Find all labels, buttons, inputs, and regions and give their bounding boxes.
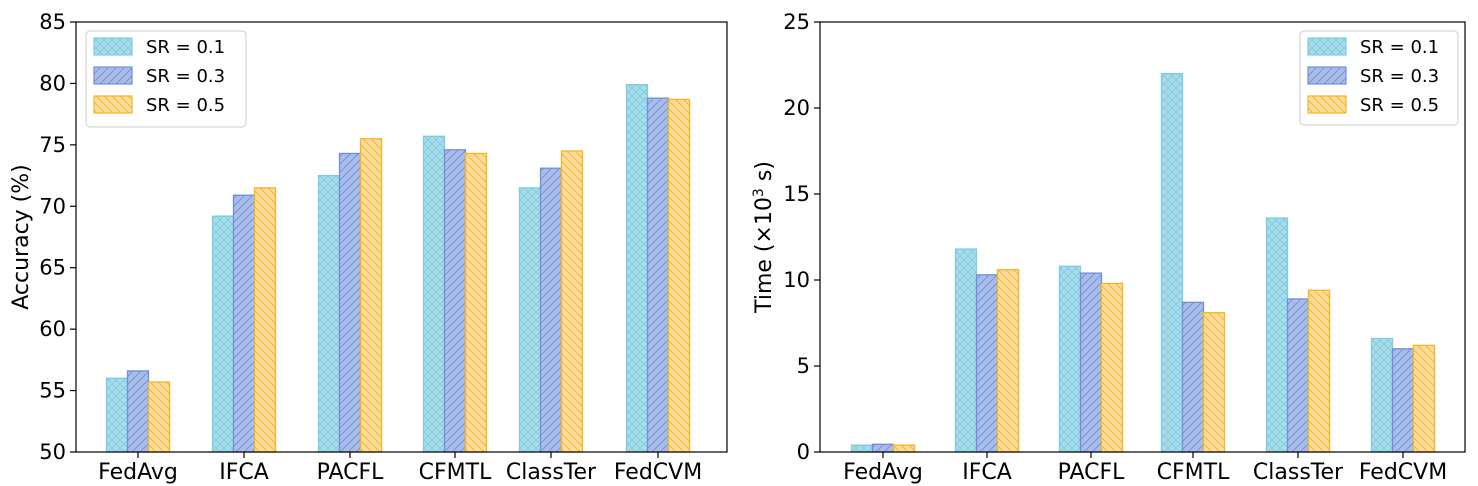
accuracy-x-tick-label-ifca: IFCA xyxy=(219,460,269,485)
accuracy-bar-classter-series-1 xyxy=(518,187,542,453)
time-bar-cfmtl-series-2 xyxy=(1181,301,1205,453)
time-y-axis-label-main: Time (×10 xyxy=(752,197,777,314)
accuracy-x-ticks: FedAvg IFCA PACFL CFMTL ClassTer FedCVM xyxy=(98,452,702,485)
time-y-tick-label: 25 xyxy=(783,10,810,34)
accuracy-bar-cfmtl-series-1 xyxy=(422,135,446,453)
accuracy-bar-ifca-series-3 xyxy=(253,187,277,453)
accuracy-y-tick-label: 50 xyxy=(39,440,66,464)
accuracy-bar-fedavg-series-1 xyxy=(105,377,129,453)
time-bar-pacfl-series-1 xyxy=(1058,265,1082,453)
accuracy-legend-swatch-2 xyxy=(93,66,133,85)
time-bar-pacfl-series-3 xyxy=(1100,282,1124,453)
accuracy-y-tick-label: 85 xyxy=(39,10,66,34)
time-x-tick-label-fedavg: FedAvg xyxy=(843,460,923,485)
time-x-tick-label-pacfl: PACFL xyxy=(1058,460,1126,485)
time-bar-fedavg-series-1 xyxy=(850,444,874,453)
time-bar-ifca-series-3 xyxy=(996,269,1020,453)
time-bars xyxy=(850,72,1436,453)
accuracy-bar-ifca-series-2 xyxy=(232,194,256,453)
accuracy-bar-classter-series-3 xyxy=(560,150,584,453)
accuracy-legend-label-3: SR = 0.5 xyxy=(146,95,225,116)
time-legend-swatch-2 xyxy=(1307,66,1347,85)
time-plot-frame xyxy=(819,21,1466,453)
accuracy-chart: 50 55 60 65 70 75 80 85 FedAvg IFCA PACFL CFMTL Cla… xyxy=(9,10,728,485)
accuracy-bar-fedcvm-series-3 xyxy=(667,98,691,453)
accuracy-bars xyxy=(105,84,691,453)
time-y-tick-label: 0 xyxy=(797,440,810,464)
accuracy-bar-fedavg-series-2 xyxy=(126,370,150,453)
time-bar-classter-series-2 xyxy=(1286,298,1310,453)
time-y-axis-label-end: s) xyxy=(752,161,777,188)
time-x-tick-label-cfmtl: CFMTL xyxy=(1157,460,1230,485)
accuracy-legend-label-1: SR = 0.1 xyxy=(146,37,225,58)
accuracy-y-tick-label: 80 xyxy=(39,71,66,95)
time-x-ticks: FedAvg IFCA PACFL CFMTL ClassTer FedCVM xyxy=(843,452,1447,485)
accuracy-x-tick-label-pacfl: PACFL xyxy=(317,460,385,485)
time-legend-label-3: SR = 0.5 xyxy=(1360,95,1439,116)
time-x-tick-label-ifca: IFCA xyxy=(962,460,1012,485)
accuracy-bar-pacfl-series-1 xyxy=(317,174,341,453)
time-bar-pacfl-series-2 xyxy=(1079,272,1103,453)
time-bar-fedcvm-series-2 xyxy=(1391,348,1415,453)
accuracy-bar-fedcvm-series-1 xyxy=(625,84,649,453)
time-y-tick-label: 5 xyxy=(797,354,810,378)
accuracy-bar-cfmtl-series-3 xyxy=(464,152,488,453)
time-bar-fedavg-series-2 xyxy=(871,443,895,453)
accuracy-y-tick-label: 60 xyxy=(39,317,66,341)
time-legend-label-2: SR = 0.3 xyxy=(1360,66,1439,87)
accuracy-bar-ifca-series-1 xyxy=(211,215,235,453)
time-y-axis-label: Time (×103 s) xyxy=(751,161,777,314)
time-bar-cfmtl-series-1 xyxy=(1160,72,1184,453)
accuracy-y-axis-label: Accuracy (%) xyxy=(9,164,34,310)
accuracy-y-tick-label: 55 xyxy=(39,379,66,403)
accuracy-bar-fedcvm-series-2 xyxy=(646,97,670,453)
accuracy-y-ticks: 50 55 60 65 70 75 80 85 xyxy=(39,10,76,464)
accuracy-legend: SR = 0.1 SR = 0.3 SR = 0.5 xyxy=(85,30,247,128)
time-legend-swatch-1 xyxy=(1307,37,1347,56)
accuracy-plot-frame xyxy=(75,21,728,453)
time-bar-ifca-series-2 xyxy=(975,274,999,453)
time-bar-classter-series-3 xyxy=(1307,289,1331,453)
accuracy-x-tick-label-cfmtl: CFMTL xyxy=(419,460,492,485)
accuracy-bar-pacfl-series-2 xyxy=(338,152,362,453)
accuracy-legend-label-2: SR = 0.3 xyxy=(146,66,225,87)
accuracy-x-tick-label-classter: ClassTer xyxy=(506,460,597,485)
time-y-tick-label: 20 xyxy=(783,96,810,120)
accuracy-x-tick-label-fedavg: FedAvg xyxy=(98,460,178,485)
time-y-tick-label: 15 xyxy=(783,182,810,206)
time-legend: SR = 0.1 SR = 0.3 SR = 0.5 xyxy=(1299,30,1459,126)
accuracy-y-tick-label: 70 xyxy=(39,194,66,218)
time-y-axis-label-sup: 3 xyxy=(751,188,767,197)
accuracy-legend-swatch-3 xyxy=(93,95,133,114)
time-bar-fedcvm-series-1 xyxy=(1370,337,1394,453)
time-x-tick-label-fedcvm: FedCVM xyxy=(1359,460,1447,485)
time-bar-cfmtl-series-3 xyxy=(1202,312,1226,453)
accuracy-bar-cfmtl-series-2 xyxy=(443,149,467,453)
accuracy-bar-pacfl-series-3 xyxy=(359,138,383,453)
time-bar-fedavg-series-3 xyxy=(892,444,916,453)
time-legend-label-1: SR = 0.1 xyxy=(1360,37,1439,58)
accuracy-y-tick-label: 75 xyxy=(39,133,66,157)
time-bar-fedcvm-series-3 xyxy=(1412,344,1436,453)
accuracy-legend-swatch-1 xyxy=(93,37,133,56)
time-y-tick-label: 10 xyxy=(783,268,810,292)
time-bar-ifca-series-1 xyxy=(954,248,978,453)
accuracy-bar-classter-series-2 xyxy=(539,167,563,453)
time-legend-swatch-3 xyxy=(1307,95,1347,114)
accuracy-x-tick-label-fedcvm: FedCVM xyxy=(614,460,702,485)
time-x-tick-label-classter: ClassTer xyxy=(1253,460,1344,485)
time-y-ticks: 0 5 10 15 20 25 xyxy=(783,10,820,464)
accuracy-y-tick-label: 65 xyxy=(39,256,66,280)
accuracy-bar-fedavg-series-3 xyxy=(147,381,171,453)
time-bar-classter-series-1 xyxy=(1265,217,1289,453)
